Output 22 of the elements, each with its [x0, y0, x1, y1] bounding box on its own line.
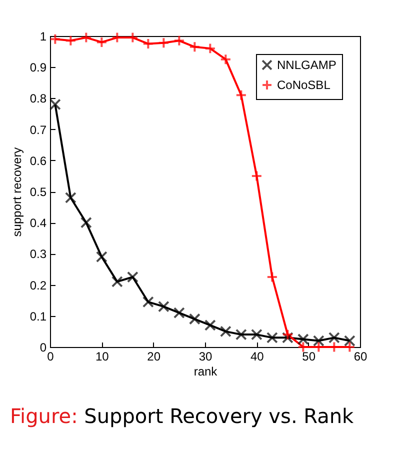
y-tick-label: 0.6	[30, 154, 47, 168]
text: Figure: Support Recovery vs. Rank	[10, 404, 354, 428]
x-tick-label: 60	[354, 350, 368, 364]
legend-label: CoNoSBL	[277, 78, 331, 92]
x-tick-label: 20	[147, 350, 161, 364]
x-tick-label: 40	[250, 350, 264, 364]
y-tick-label: 0.1	[30, 309, 47, 324]
y-tick-label: 0	[40, 340, 47, 354]
x-axis-title: rank	[194, 364, 218, 378]
y-tick-label: 0.9	[30, 60, 47, 75]
y-tick-label: 0.4	[30, 216, 47, 230]
y-tick-label: 1	[40, 30, 47, 44]
x-tick-label: 10	[95, 350, 110, 364]
y-axis-title: support recovery	[10, 147, 24, 237]
y-tick-label: 0.7	[30, 122, 47, 137]
legend-label: NNLGAMP	[277, 58, 336, 72]
x-tick-label: 30	[198, 350, 212, 364]
x-tick-label: 50	[302, 350, 316, 364]
y-tick-label: 0.8	[30, 92, 47, 106]
y-tick-label: 0.5	[30, 185, 47, 199]
y-tick-label: 0.2	[30, 278, 47, 292]
y-tick-label: 0.3	[30, 247, 47, 262]
